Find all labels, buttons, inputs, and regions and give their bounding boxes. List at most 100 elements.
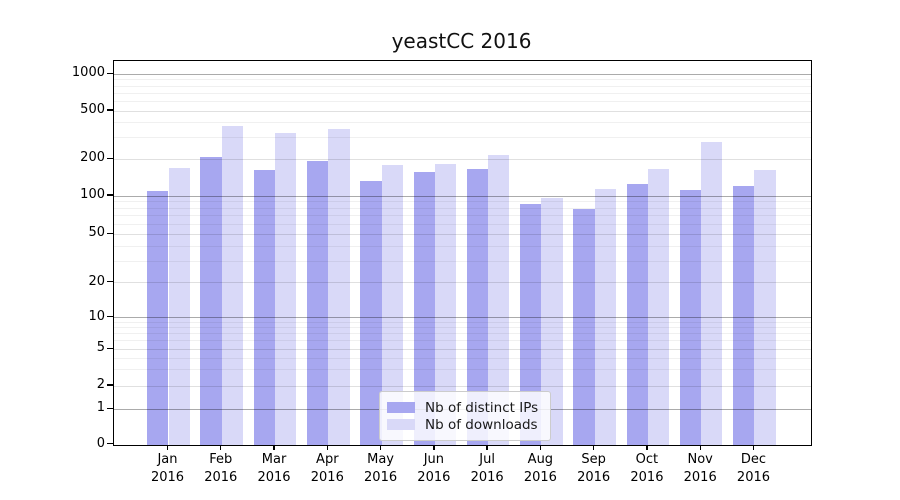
minor-gridline-70 — [114, 215, 811, 217]
x-tick-mark-nov — [699, 444, 701, 450]
bar-distinct-ips-aug — [520, 203, 542, 445]
x-tick-month: May — [367, 451, 395, 467]
legend-swatch-downloads — [387, 419, 415, 430]
y-tick-label-1000: 1000 — [71, 65, 105, 81]
gridline-1000 — [114, 73, 811, 75]
bar-distinct-ips-nov — [679, 189, 702, 445]
y-tick-label-500: 500 — [80, 102, 105, 117]
legend-item-downloads: Nb of downloads — [387, 416, 538, 433]
x-tick-label-nov: Nov 2016 — [665, 451, 735, 487]
bar-downloads-dec — [754, 170, 776, 445]
gridline-10 — [114, 317, 811, 319]
x-tick-label-may: May 2016 — [346, 451, 416, 487]
bar-distinct-ips-jan — [147, 191, 169, 445]
x-tick-month: Sep — [581, 451, 606, 467]
x-tick-label-oct: Oct 2016 — [612, 451, 682, 487]
x-tick-label-jul: Jul 2016 — [452, 451, 522, 487]
bar-distinct-ips-feb — [200, 157, 222, 445]
bar-distinct-ips-dec — [733, 185, 755, 445]
bar-downloads-mar — [275, 133, 297, 445]
gridline-50 — [114, 233, 811, 235]
x-tick-month: Jan — [157, 451, 178, 467]
bar-distinct-ips-jul — [466, 169, 489, 445]
bar-downloads-feb — [221, 125, 244, 445]
y-tick-label-1: 1 — [96, 400, 105, 416]
x-tick-mark-jun — [433, 444, 435, 450]
x-tick-mark-feb — [220, 444, 222, 450]
minor-gridline-8 — [114, 327, 811, 329]
bar-distinct-ips-may — [360, 181, 382, 445]
x-tick-label-mar: Mar 2016 — [239, 451, 309, 487]
x-tick-year: 2016 — [470, 469, 504, 485]
gridline-5 — [114, 348, 811, 350]
x-tick-year: 2016 — [204, 469, 238, 485]
gridline-200 — [114, 158, 811, 160]
y-tick-mark-500 — [107, 109, 113, 111]
bar-downloads-jan — [168, 168, 190, 445]
x-tick-year: 2016 — [310, 469, 344, 485]
minor-gridline-30 — [114, 260, 811, 262]
legend-label: Nb of downloads — [425, 416, 538, 433]
y-tick-label-5: 5 — [96, 340, 105, 356]
bar-distinct-ips-oct — [626, 183, 648, 445]
x-tick-label-jun: Jun 2016 — [399, 451, 469, 487]
gridline-2 — [114, 385, 811, 387]
minor-gridline-300 — [114, 137, 811, 139]
x-tick-mark-aug — [539, 444, 542, 450]
minor-gridline-4 — [114, 357, 811, 359]
y-tick-mark-10 — [107, 316, 113, 318]
x-tick-mark-jul — [486, 444, 488, 450]
legend: Nb of distinct IPs Nb of downloads — [379, 391, 552, 441]
x-tick-month: Nov — [687, 451, 713, 467]
x-tick-year: 2016 — [150, 469, 185, 485]
x-tick-label-feb: Feb 2016 — [186, 451, 256, 487]
minor-gridline-6 — [114, 340, 811, 342]
x-tick-year: 2016 — [630, 469, 664, 485]
bar-downloads-nov — [701, 142, 723, 445]
x-tick-mark-apr — [326, 444, 328, 450]
bar-downloads-apr — [328, 128, 350, 445]
x-tick-month: Feb — [209, 451, 233, 467]
minor-gridline-60 — [114, 223, 811, 225]
gridline-100 — [114, 195, 811, 197]
x-tick-label-aug: Aug 2016 — [505, 451, 575, 487]
x-tick-month: Jul — [479, 451, 495, 467]
x-tick-label-sep: Sep 2016 — [559, 451, 629, 487]
gridline-20 — [114, 282, 811, 284]
x-tick-month: Aug — [527, 451, 554, 467]
minor-gridline-90 — [114, 201, 811, 203]
x-tick-mark-dec — [752, 444, 755, 450]
x-tick-mark-may — [379, 444, 382, 450]
y-tick-label-10: 10 — [88, 308, 105, 324]
legend-item-distinct-ips: Nb of distinct IPs — [387, 400, 538, 416]
x-tick-year: 2016 — [683, 469, 717, 485]
minor-gridline-40 — [114, 245, 811, 247]
x-tick-year: 2016 — [577, 469, 611, 485]
x-tick-mark-jan — [166, 444, 169, 450]
x-tick-mark-sep — [592, 444, 595, 450]
y-tick-mark-200 — [107, 157, 113, 159]
x-tick-month: Dec — [740, 451, 767, 467]
x-tick-mark-oct — [646, 444, 648, 450]
bar-downloads-sep — [594, 188, 616, 445]
minor-gridline-9 — [114, 322, 811, 323]
x-tick-year: 2016 — [736, 469, 771, 485]
minor-gridline-7 — [114, 333, 811, 335]
gridline-500 — [114, 110, 811, 112]
y-tick-label-100: 100 — [80, 187, 105, 202]
y-tick-label-200: 200 — [80, 150, 105, 166]
y-tick-mark-50 — [107, 232, 113, 234]
bar-downloads-may — [381, 164, 403, 445]
x-tick-label-jan: Jan 2016 — [133, 451, 203, 487]
x-tick-label-apr: Apr 2016 — [292, 451, 362, 487]
minor-gridline-80 — [114, 207, 811, 209]
y-tick-mark-100 — [107, 194, 113, 196]
y-tick-mark-1 — [107, 407, 113, 409]
y-tick-label-0: 0 — [96, 435, 105, 451]
chart-title: yeastCC 2016 — [391, 29, 532, 53]
x-tick-month: Jun — [423, 451, 444, 467]
bar-downloads-oct — [647, 169, 670, 445]
minor-gridline-800 — [114, 85, 811, 87]
y-tick-mark-2 — [107, 384, 113, 386]
y-tick-mark-0 — [107, 442, 113, 445]
